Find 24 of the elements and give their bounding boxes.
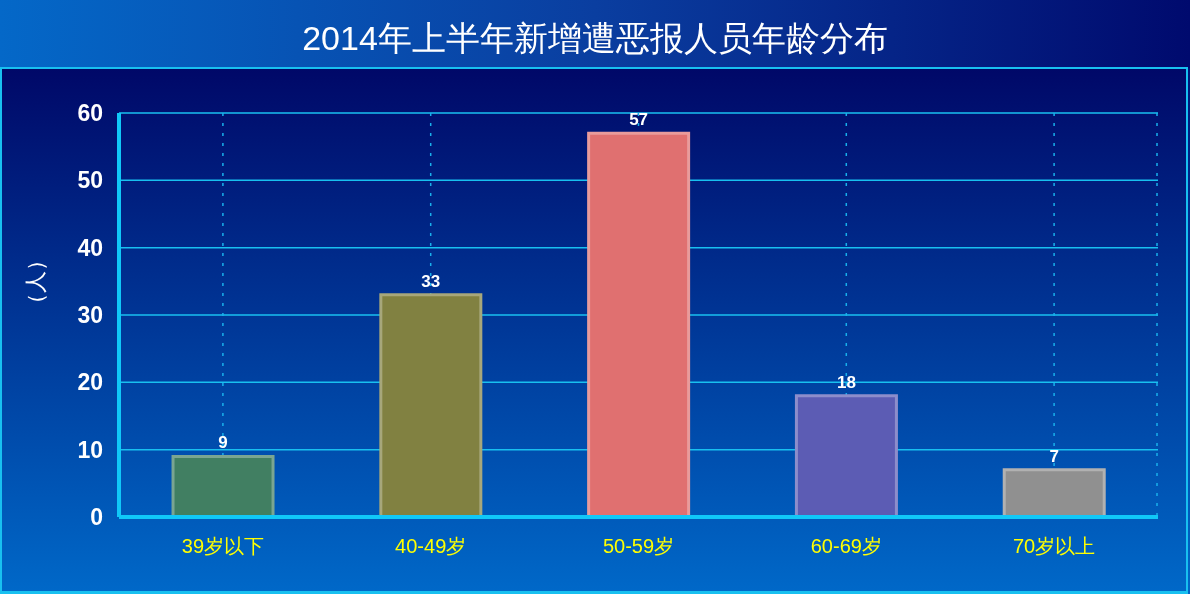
y-tick-label: 60 <box>77 100 103 127</box>
y-axis-title: （人） <box>22 249 48 315</box>
bar <box>587 131 691 517</box>
data-label: 9 <box>218 433 228 453</box>
y-tick-label: 0 <box>90 504 103 531</box>
data-label: 7 <box>1049 446 1059 466</box>
x-tick-label: 60-69岁 <box>810 535 882 558</box>
y-tick-label: 40 <box>77 234 103 261</box>
data-label: 33 <box>421 271 441 291</box>
y-tick-label: 50 <box>77 167 103 194</box>
x-tick-label: 39岁以下 <box>181 535 265 558</box>
y-tick-label: 20 <box>77 369 103 396</box>
bar <box>1002 468 1106 517</box>
chart-title: 2014年上半年新增遭恶报人员年龄分布 <box>301 18 889 59</box>
x-tick-label: 70岁以上 <box>1012 535 1096 558</box>
bar <box>794 394 898 517</box>
y-tick-label: 10 <box>77 436 103 463</box>
bar <box>171 454 275 517</box>
data-label: 18 <box>836 372 856 392</box>
y-tick-label: 30 <box>77 302 103 329</box>
x-tick-label: 40-49岁 <box>395 535 467 558</box>
bar <box>379 293 483 517</box>
x-tick-label: 50-59岁 <box>602 535 675 558</box>
data-label: 57 <box>629 110 649 130</box>
